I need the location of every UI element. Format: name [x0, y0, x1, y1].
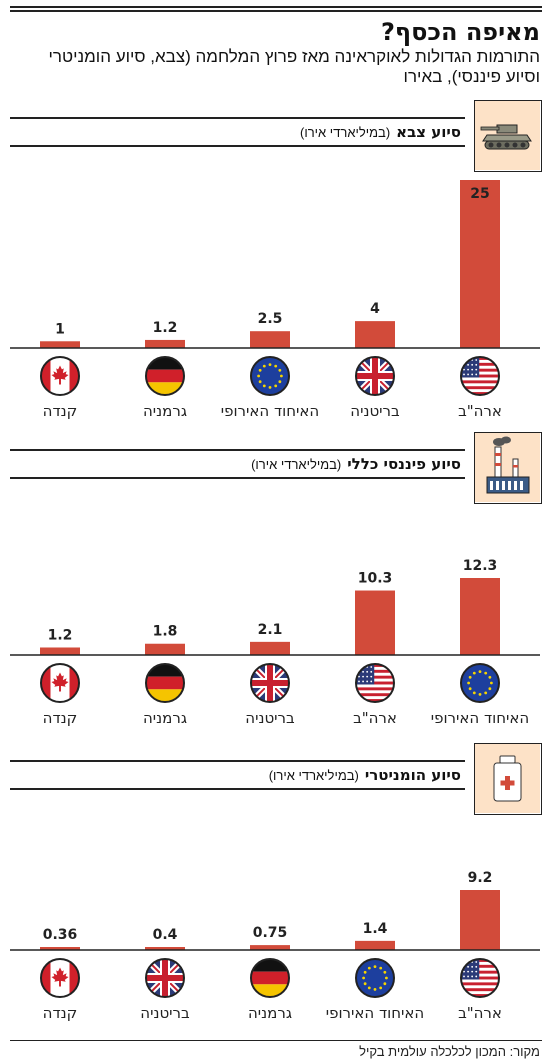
section-unit-financial: (במיליארדי אירו) [251, 456, 342, 472]
bar [355, 940, 395, 950]
bar [460, 890, 500, 950]
section-unit-military: (במיליארדי אירו) [299, 124, 391, 140]
bar [250, 331, 290, 348]
source-note: מקור: המכון לכלכלה עולמית בקיל [359, 1044, 540, 1059]
flag-us-icon [460, 356, 500, 396]
category-label: האיחוד האירופי [221, 402, 319, 420]
medicine-bottle-icon [474, 743, 542, 815]
value-label: 4 [370, 301, 380, 317]
factory-icon [474, 432, 542, 504]
category-label: ארה"ב [458, 402, 502, 420]
bar [355, 590, 395, 655]
value-label: 1.4 [363, 921, 388, 937]
military-aid-chart: 25 ארה"ב 4 בריטניה 2.5 האיחוד האירופי 1.2 גרמני… [10, 180, 540, 420]
bar [145, 947, 185, 950]
value-label: 1 [55, 321, 65, 337]
flag-de-icon [145, 356, 185, 396]
category-label: ארה"ב [458, 1004, 502, 1022]
category-label: ארה"ב [353, 709, 397, 727]
flag-ca-icon [40, 663, 80, 703]
bar [460, 578, 500, 655]
tank-icon [474, 100, 542, 172]
flag-eu-icon [250, 356, 290, 396]
flag-ca-icon [40, 958, 80, 998]
flag-uk-icon [145, 958, 185, 998]
value-label: 1.8 [153, 624, 178, 640]
flag-uk-icon [355, 356, 395, 396]
value-label: 2.1 [258, 622, 283, 638]
value-label: 1.2 [153, 320, 178, 336]
page-subtitle: התורמות הגדולות לאוקראינה מאז פרוץ המלחמ… [48, 47, 540, 86]
flag-us-icon [355, 663, 395, 703]
bottom-rule [10, 1040, 542, 1041]
category-label: קנדה [43, 1004, 78, 1022]
humanitarian-aid-chart: 9.2 ארה"ב 1.4 האיחוד האירופי 0.75 גרמניה 0.4 בר… [10, 870, 540, 1022]
bar [355, 321, 395, 348]
bar [40, 341, 80, 348]
flag-eu-icon [460, 663, 500, 703]
category-label: בריטניה [245, 709, 295, 727]
category-label: גרמניה [143, 709, 187, 727]
bar [145, 643, 185, 655]
page-title: מאיפה הכסף? [380, 18, 540, 46]
category-label: קנדה [43, 402, 78, 420]
value-label: 0.36 [43, 927, 78, 943]
value-label: 2.5 [258, 311, 283, 327]
flag-us-icon [460, 958, 500, 998]
flag-de-icon [250, 958, 290, 998]
flag-ca-icon [40, 356, 80, 396]
value-label: 0.4 [153, 927, 178, 943]
financial-aid-chart: 12.3 האיחוד האירופי 10.3 ארה"ב 2.1 בריטניה 1.8… [10, 558, 540, 727]
category-label: גרמניה [248, 1004, 292, 1022]
section-header-financial: סיוע פיננסי כללי (במיליארדי אירו) [10, 449, 465, 479]
bar [250, 945, 290, 950]
flag-eu-icon [355, 958, 395, 998]
category-label: בריטניה [350, 402, 400, 420]
bar [145, 339, 185, 348]
bar [40, 947, 80, 950]
section-header-military: סיוע צבא (במיליארדי אירו) [10, 117, 465, 147]
flag-uk-icon [250, 663, 290, 703]
category-label: גרמניה [143, 402, 187, 420]
category-label: קנדה [43, 709, 78, 727]
bar [460, 180, 500, 348]
section-title-financial: סיוע פיננסי כללי [347, 455, 461, 473]
section-unit-humanitarian: (במיליארדי אירו) [268, 767, 359, 783]
top-rule [10, 6, 542, 8]
category-label: האיחוד האירופי [326, 1004, 424, 1022]
top-rule-second [10, 10, 542, 12]
bar [250, 641, 290, 655]
category-label: בריטניה [140, 1004, 190, 1022]
value-label: 1.2 [48, 627, 73, 643]
value-label: 9.2 [468, 870, 493, 886]
value-label: 10.3 [358, 571, 393, 587]
flag-de-icon [145, 663, 185, 703]
category-label: האיחוד האירופי [431, 709, 529, 727]
section-header-humanitarian: סיוע הומניטרי (במיליארדי אירו) [10, 760, 465, 790]
bar [40, 647, 80, 655]
value-label: 0.75 [253, 925, 288, 941]
value-label: 12.3 [463, 558, 498, 574]
section-title-humanitarian: סיוע הומניטרי [364, 766, 461, 784]
section-title-military: סיוע צבא [396, 123, 461, 141]
value-label: 25 [470, 186, 489, 202]
